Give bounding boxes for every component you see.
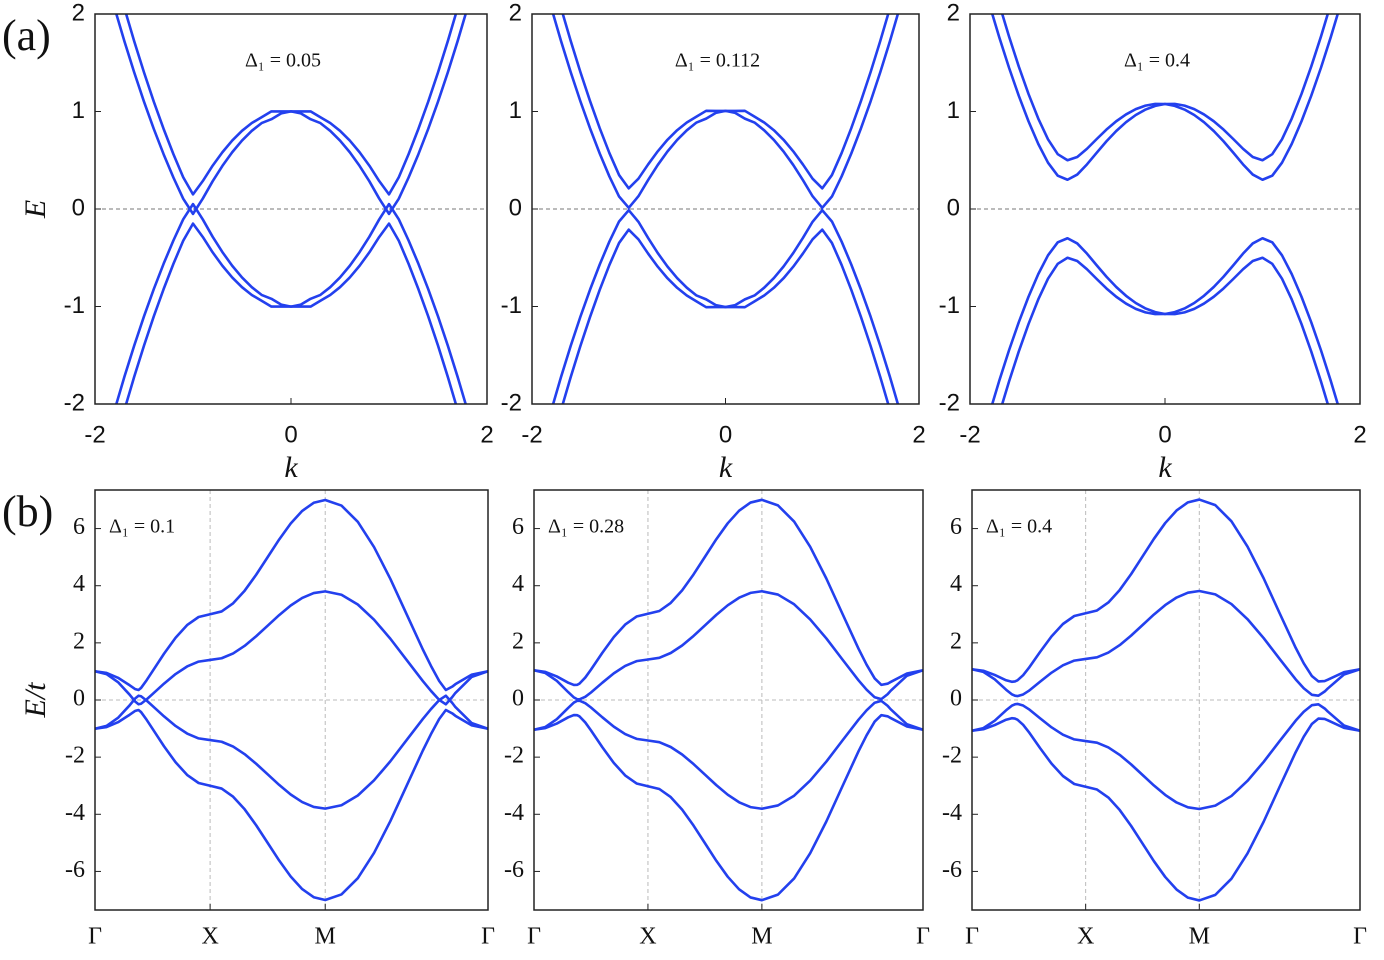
y-tick-label: 1 [509,97,522,124]
x-tick-label: Γ [481,924,495,950]
x-tick-label: 2 [1353,421,1366,448]
y-tick-label: 2 [512,628,524,654]
annotation: Δ₁ = 0.112 [675,50,760,72]
x-tick-label: 0 [284,421,297,448]
y-tick-label: -6 [942,857,962,883]
y-tick-label: 1 [72,97,85,124]
x-tick-label: -2 [521,421,542,448]
band-line [972,589,1360,698]
x-tick-label: X [639,924,656,950]
y-tick-label: -2 [942,743,962,769]
band-line [95,694,488,810]
annotation: Δ₁ = 0.28 [548,516,624,538]
y-tick-label: 0 [509,194,522,221]
y-tick-label: -1 [501,292,522,319]
y-tick-label: 0 [950,686,962,712]
band-line [95,590,488,706]
y-tick-label: -2 [65,743,85,769]
y-tick-label: -1 [939,292,960,319]
axes-frame [531,13,920,405]
y-tick-label: 0 [512,686,524,712]
band-line [972,716,1360,902]
x-tick-label: 0 [719,421,732,448]
band-line [990,14,1340,182]
x-tick-label: 0 [1158,421,1171,448]
y-tick-label: -6 [65,857,85,883]
y-tick-label: 2 [947,0,960,26]
y-tick-label: 2 [73,628,85,654]
y-tick-label: 2 [72,0,85,26]
annotation: Δ₁ = 0.1 [109,516,175,538]
x-tick-label: Γ [527,924,541,950]
band-line [95,498,488,692]
y-tick-label: -4 [942,800,962,826]
y-tick-label: 2 [950,628,962,654]
annotation: Δ₁ = 0.4 [1124,50,1190,72]
band-line [1000,256,1330,404]
y-tick-label: 6 [73,514,85,540]
y-tick-label: 4 [512,571,524,597]
y-axis-label: E/t [19,682,52,719]
x-tick-label: Γ [965,924,979,950]
band-line [115,14,467,216]
band-line [561,228,890,404]
y-tick-label: -2 [501,389,522,416]
y-tick-label: -4 [504,800,524,826]
x-tick-label: 2 [912,421,925,448]
x-tick-label: Γ [1353,924,1367,950]
y-tick-label: 6 [512,514,524,540]
y-tick-label: 2 [509,0,522,26]
x-axis-label: k [719,451,733,484]
band-line [551,14,900,210]
y-tick-label: 1 [947,97,960,124]
band-line [534,589,923,701]
x-tick-label: M [751,924,772,950]
band-line [124,222,458,404]
axes-frame [533,489,924,911]
band-line [1000,14,1330,162]
band-line [534,699,923,811]
band-line [972,498,1360,684]
annotation: Δ₁ = 0.05 [245,50,321,72]
x-tick-label: M [315,924,336,950]
y-tick-label: -2 [504,743,524,769]
y-tick-label: 0 [72,194,85,221]
band-line [561,14,890,190]
y-tick-label: 0 [947,194,960,221]
x-tick-label: 2 [480,421,493,448]
axes-frame [94,13,488,405]
y-tick-label: -2 [64,389,85,416]
y-tick-label: -1 [64,292,85,319]
x-tick-label: X [201,924,218,950]
x-tick-label: X [1077,924,1094,950]
x-tick-label: Γ [916,924,930,950]
axes-frame [969,13,1361,405]
y-tick-label: 4 [73,571,85,597]
band-line [534,498,923,687]
y-tick-label: 6 [950,514,962,540]
band-line [972,702,1360,811]
band-line [124,14,458,196]
panel-label: (a) [2,11,51,60]
x-axis-label: k [1158,451,1172,484]
band-line [95,708,488,902]
y-tick-label: 4 [950,571,962,597]
x-tick-label: M [1189,924,1210,950]
y-tick-label: -6 [504,857,524,883]
y-tick-label: -2 [939,389,960,416]
annotation: Δ₁ = 0.4 [986,516,1052,538]
axes-frame [94,489,489,911]
x-tick-label: Γ [88,924,102,950]
panel-label: (b) [2,487,53,536]
x-tick-label: -2 [84,421,105,448]
y-tick-label: -4 [65,800,85,826]
y-axis-label: E [19,200,52,219]
y-tick-label: 0 [73,686,85,712]
band-line [534,713,923,902]
x-tick-label: -2 [959,421,980,448]
x-axis-label: k [284,451,298,484]
axes-frame [971,489,1361,911]
